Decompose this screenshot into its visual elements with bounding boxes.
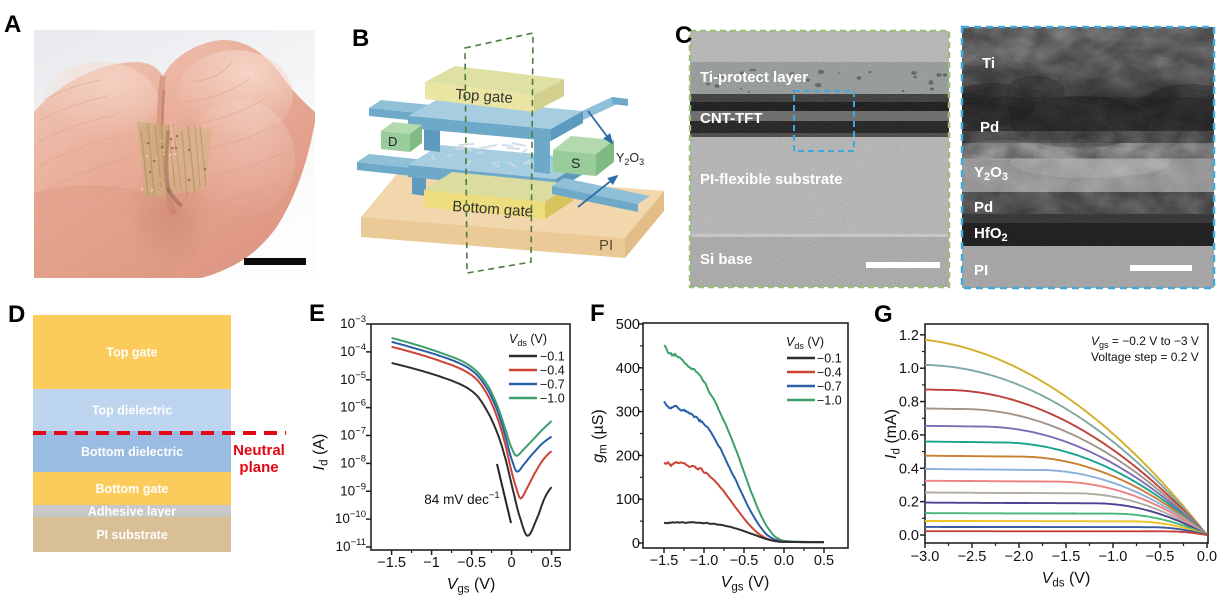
- svg-text:−1.5: −1.5: [1052, 549, 1081, 565]
- svg-text:−0.1: −0.1: [817, 352, 842, 366]
- svg-text:−1.5: −1.5: [377, 555, 406, 571]
- svg-text:200: 200: [616, 448, 640, 464]
- svg-text:plane: plane: [239, 459, 278, 476]
- svg-text:Si base: Si base: [700, 251, 753, 268]
- svg-text:−2.5: −2.5: [958, 549, 987, 565]
- svg-text:−0.5: −0.5: [1146, 549, 1175, 565]
- svg-text:0: 0: [508, 555, 516, 571]
- svg-text:Ti: Ti: [982, 55, 995, 72]
- svg-text:0.0: 0.0: [774, 553, 794, 569]
- svg-text:Adhesive layer: Adhesive layer: [88, 505, 176, 519]
- svg-text:B: B: [352, 25, 369, 52]
- svg-text:10−9: 10−9: [340, 481, 366, 498]
- svg-text:10−6: 10−6: [340, 398, 366, 415]
- svg-text:84 mV dec−1: 84 mV dec−1: [424, 490, 499, 507]
- svg-text:Bottom gate: Bottom gate: [452, 198, 534, 221]
- svg-text:300: 300: [616, 405, 640, 421]
- svg-text:1.2: 1.2: [899, 328, 919, 344]
- svg-text:100: 100: [616, 492, 640, 508]
- svg-text:Y2O3: Y2O3: [974, 164, 1008, 183]
- svg-text:Vgs (V): Vgs (V): [447, 576, 496, 596]
- svg-text:−1.0: −1.0: [817, 394, 842, 408]
- svg-text:10−4: 10−4: [340, 342, 366, 359]
- svg-text:Top gate: Top gate: [106, 346, 157, 360]
- svg-text:Neutral: Neutral: [233, 442, 285, 459]
- svg-text:−1.0: −1.0: [540, 392, 565, 406]
- svg-text:−1.0: −1.0: [1099, 549, 1128, 565]
- svg-text:−2.0: −2.0: [1005, 549, 1034, 565]
- svg-text:−0.4: −0.4: [540, 364, 565, 378]
- svg-text:Id (mA): Id (mA): [883, 409, 903, 459]
- svg-text:−1: −1: [423, 555, 440, 571]
- svg-text:gm (µS): gm (µS): [590, 409, 610, 463]
- svg-text:0: 0: [632, 536, 640, 552]
- svg-text:0.0: 0.0: [899, 528, 919, 544]
- svg-text:PI substrate: PI substrate: [96, 528, 168, 542]
- svg-text:−1.0: −1.0: [690, 553, 719, 569]
- svg-text:Top gate: Top gate: [455, 86, 514, 107]
- svg-text:500: 500: [616, 317, 640, 333]
- svg-text:10−7: 10−7: [340, 426, 366, 443]
- svg-text:−0.7: −0.7: [817, 380, 842, 394]
- svg-text:D: D: [8, 301, 25, 328]
- svg-text:−0.1: −0.1: [540, 350, 565, 364]
- svg-text:E: E: [309, 300, 325, 327]
- svg-text:CNT-TFT: CNT-TFT: [700, 110, 762, 127]
- svg-text:0.5: 0.5: [542, 555, 562, 571]
- svg-text:−0.7: −0.7: [540, 378, 565, 392]
- svg-text:Vgs (V): Vgs (V): [721, 574, 770, 594]
- svg-text:Pd: Pd: [974, 199, 993, 216]
- svg-text:10−8: 10−8: [340, 453, 366, 470]
- svg-text:HfO2: HfO2: [974, 225, 1008, 244]
- svg-text:Bottom dielectric: Bottom dielectric: [81, 445, 183, 459]
- svg-text:−3.0: −3.0: [911, 549, 940, 565]
- svg-text:0.5: 0.5: [814, 553, 834, 569]
- svg-text:Top dielectric: Top dielectric: [92, 404, 172, 418]
- svg-text:−1.5: −1.5: [650, 553, 679, 569]
- svg-text:10−3: 10−3: [340, 314, 366, 331]
- svg-text:Voltage step = 0.2 V: Voltage step = 0.2 V: [1091, 350, 1199, 364]
- svg-text:Vgs = −0.2 V to −3 V: Vgs = −0.2 V to −3 V: [1091, 334, 1199, 350]
- svg-text:PI: PI: [599, 237, 613, 254]
- svg-text:D: D: [388, 134, 397, 149]
- svg-text:1.0: 1.0: [899, 361, 919, 377]
- svg-text:−0.4: −0.4: [817, 366, 842, 380]
- svg-text:PI: PI: [974, 262, 988, 279]
- svg-text:Vds (V): Vds (V): [1042, 570, 1091, 590]
- svg-text:Id (A): Id (A): [311, 434, 331, 471]
- svg-text:Y2O3: Y2O3: [616, 151, 644, 167]
- svg-text:Vds (V): Vds (V): [509, 332, 547, 348]
- svg-text:−0.5: −0.5: [457, 555, 486, 571]
- svg-text:A: A: [4, 11, 21, 38]
- svg-text:400: 400: [616, 361, 640, 377]
- svg-text:F: F: [590, 300, 605, 327]
- svg-text:0.4: 0.4: [899, 461, 919, 477]
- svg-text:0.6: 0.6: [899, 428, 919, 444]
- svg-text:PI-flexible substrate: PI-flexible substrate: [700, 171, 843, 188]
- svg-text:10−11: 10−11: [336, 537, 366, 554]
- svg-text:C: C: [675, 22, 692, 49]
- svg-text:Pd: Pd: [980, 119, 999, 136]
- svg-text:G: G: [874, 301, 893, 328]
- svg-text:Bottom gate: Bottom gate: [96, 482, 169, 496]
- svg-text:S: S: [571, 155, 580, 171]
- svg-text:Vds (V): Vds (V): [786, 335, 824, 351]
- svg-text:−0.5: −0.5: [730, 553, 759, 569]
- svg-text:0.8: 0.8: [899, 395, 919, 411]
- svg-text:10−10: 10−10: [335, 509, 366, 526]
- svg-text:0.0: 0.0: [1197, 549, 1217, 565]
- svg-text:10−5: 10−5: [340, 370, 366, 387]
- svg-text:0.2: 0.2: [899, 495, 919, 511]
- svg-text:Ti-protect layer: Ti-protect layer: [700, 69, 808, 86]
